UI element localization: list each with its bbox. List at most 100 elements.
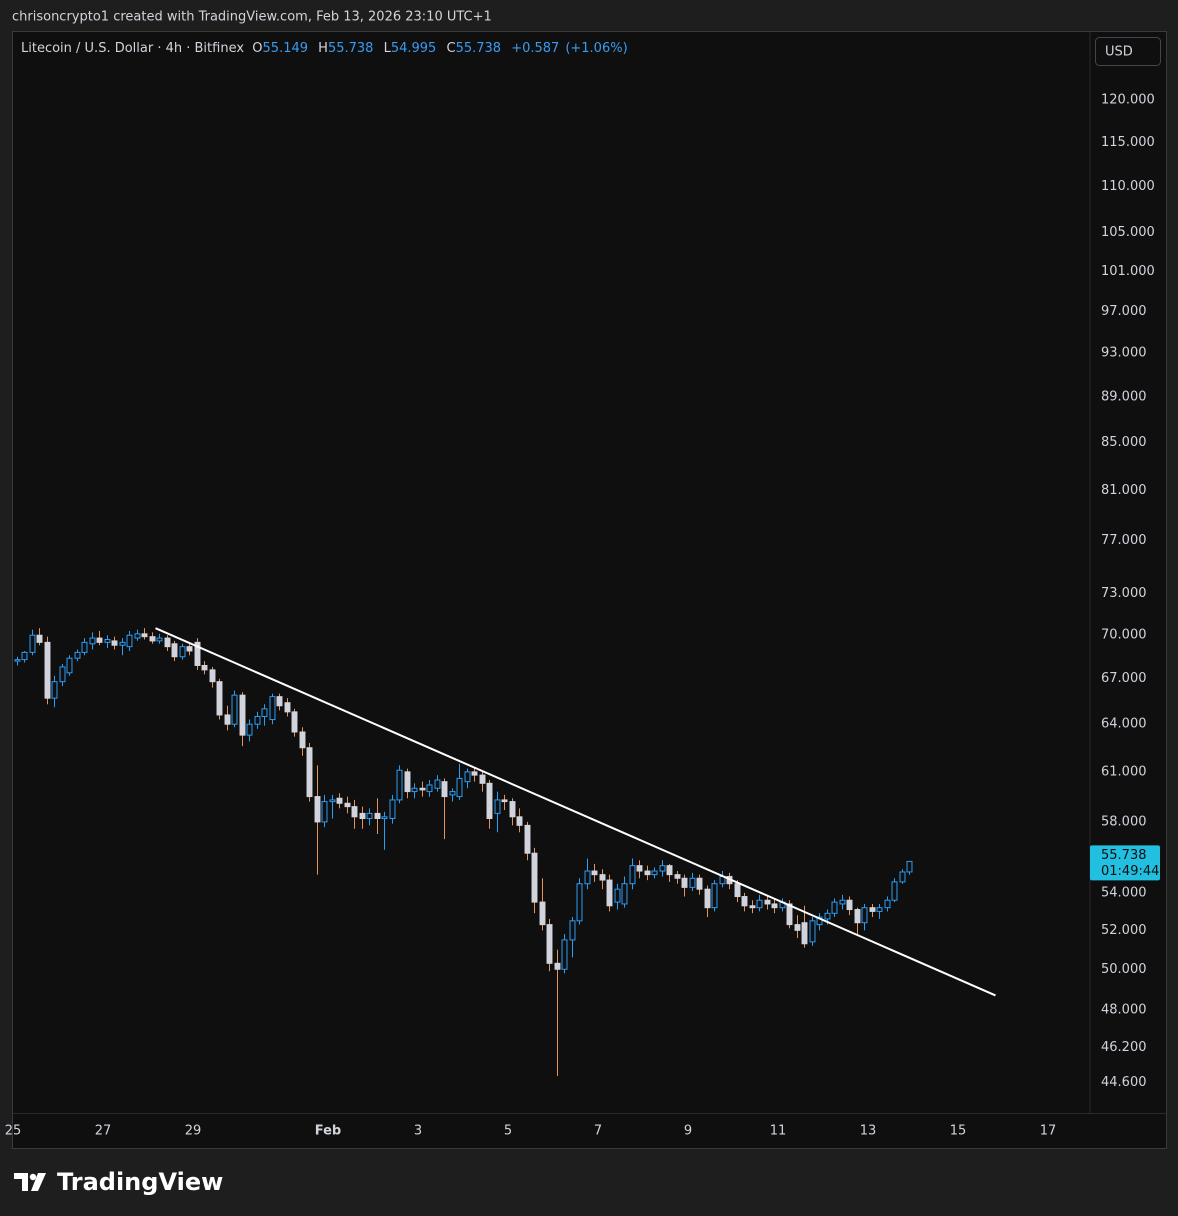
close-value: 55.738 (455, 41, 502, 56)
candle-body (801, 922, 808, 945)
candle-body (524, 824, 531, 854)
candle-body (891, 881, 898, 901)
candle-body (449, 791, 456, 796)
candle-body (51, 681, 58, 699)
close-label: C (446, 41, 456, 56)
y-tick-label: 64.000 (1101, 717, 1147, 732)
candle-body (351, 806, 358, 818)
candle-body (14, 659, 21, 662)
candle-body (516, 816, 523, 826)
y-tick-label: 77.000 (1101, 533, 1147, 548)
candle-body (66, 657, 73, 674)
low-label: L (383, 41, 391, 56)
x-tick-label: 3 (414, 1124, 422, 1139)
candle-body (689, 877, 696, 888)
candle-body (389, 799, 396, 820)
candle-body (846, 899, 853, 911)
candle-body (899, 871, 906, 883)
x-tick-label: Feb (315, 1124, 341, 1139)
y-tick-label: 46.200 (1101, 1040, 1147, 1055)
candle-body (186, 646, 193, 652)
candle-body (134, 633, 141, 639)
open-label: O (252, 41, 263, 56)
candle-body (584, 870, 591, 885)
candle-body (231, 694, 238, 725)
candle-body (141, 633, 148, 638)
candle-body (711, 883, 718, 909)
y-tick-label: 48.000 (1101, 1002, 1147, 1017)
candle-body (734, 883, 741, 898)
candle-body (809, 920, 816, 943)
candle-body (209, 669, 216, 683)
candle-body (629, 865, 636, 885)
candle-body (636, 865, 643, 872)
candle-body (344, 802, 351, 808)
candle-body (441, 781, 448, 798)
candle-body (89, 637, 96, 645)
candle-body (321, 801, 328, 823)
candle-body (479, 774, 486, 784)
trendline (155, 627, 996, 997)
plot (14, 627, 996, 1077)
y-tick-label: 85.000 (1101, 435, 1147, 450)
candle-body (291, 711, 298, 733)
candle-body (246, 723, 253, 736)
candle-body (606, 879, 613, 907)
countdown-label: 01:49:44 (1101, 864, 1159, 879)
candle-body (651, 870, 658, 876)
y-tick-label: 89.000 (1101, 389, 1147, 404)
candle-body (906, 860, 913, 873)
x-tick-label: 5 (504, 1124, 512, 1139)
candle-body (411, 787, 418, 793)
candle-body (569, 920, 576, 941)
y-tick-label: 101.000 (1101, 264, 1155, 279)
candle-body (824, 912, 831, 920)
y-tick-label: 58.000 (1101, 814, 1147, 829)
candle-body (539, 901, 546, 926)
candle-body (614, 888, 621, 903)
y-tick-label: 73.000 (1101, 586, 1147, 601)
candle-body (471, 771, 478, 776)
candle-body (81, 641, 88, 653)
candle-body (831, 901, 838, 914)
candle-body (21, 651, 28, 661)
candle-body (216, 681, 223, 716)
candle-body (876, 907, 883, 912)
candle-body (674, 874, 681, 879)
candle-body (501, 799, 508, 803)
candle-body (771, 903, 778, 909)
candle-body (171, 643, 178, 658)
y-tick-label: 54.000 (1101, 885, 1147, 900)
change-percent: (+1.06%) (565, 41, 628, 56)
candle-body (194, 641, 201, 666)
candle-body (426, 784, 433, 793)
symbol-title: Litecoin / U.S. Dollar · 4h · Bitfinex (21, 41, 245, 56)
y-tick-label: 105.000 (1101, 225, 1155, 240)
candle-body (224, 714, 231, 725)
x-tick-label: 11 (770, 1124, 787, 1139)
candle-body (531, 852, 538, 903)
candle-body (861, 907, 868, 924)
candle-body (261, 708, 268, 717)
candle-body (756, 899, 763, 909)
candle-body (419, 787, 426, 791)
candle-body (839, 899, 846, 905)
candle-body (749, 905, 756, 909)
candle-body (786, 903, 793, 926)
candle-body (374, 812, 381, 820)
candle-body (884, 899, 891, 909)
candle-body (306, 747, 313, 798)
footer-logo-icon (14, 1173, 46, 1191)
candle-body (869, 907, 876, 912)
candle-body (276, 696, 283, 707)
candle-body (464, 771, 471, 783)
candle-body (696, 877, 703, 890)
candle-body (764, 899, 771, 905)
y-tick-label: 67.000 (1101, 671, 1147, 686)
currency-button[interactable] (1095, 37, 1161, 66)
ohlc-legend: Litecoin / U.S. Dollar · 4h · Bitfinex O… (21, 41, 634, 56)
attribution: chrisoncrypto1 created with TradingView.… (12, 10, 492, 25)
candle-body (396, 769, 403, 801)
chart-frame (12, 31, 1167, 1149)
